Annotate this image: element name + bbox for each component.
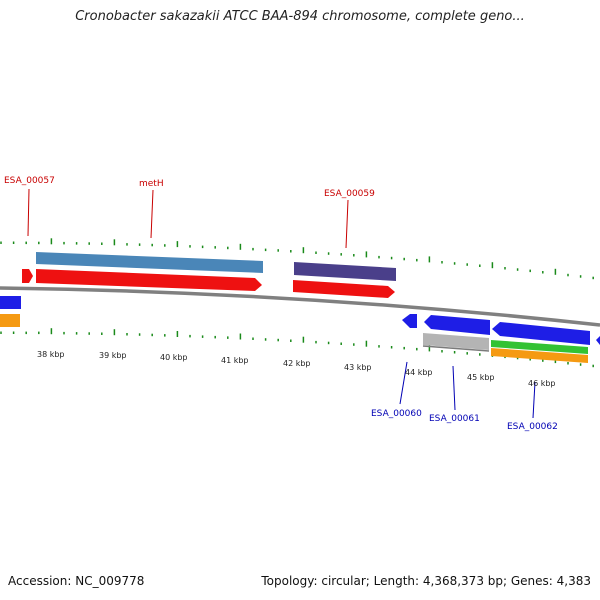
- label-esa-00059: ESA_00059: [324, 189, 375, 199]
- leader-esa-00062: [532, 381, 536, 419]
- chromosome-backbone: [0, 286, 600, 327]
- kbp-label-38: 38 kbp: [37, 350, 65, 359]
- cds-esa-00061-arrow[interactable]: [424, 315, 490, 335]
- topology-text: Topology: circular; Length: 4,368,373 bp…: [261, 574, 591, 588]
- cds-esa-00062-arrow[interactable]: [492, 322, 590, 345]
- leader-esa-00061: [452, 365, 456, 411]
- map-title: Cronobacter sakazakii ATCC BAA-894 chrom…: [75, 9, 525, 24]
- kbp-label-46: 46 kbp: [528, 379, 556, 388]
- cds-blue-left-partial[interactable]: [0, 296, 21, 309]
- label-esa-00062: ESA_00062: [507, 422, 558, 432]
- gene-esa-00059-bar[interactable]: [294, 262, 396, 281]
- gene-esa-00061-bar[interactable]: [423, 333, 489, 350]
- cds-meth-arrow[interactable]: [36, 269, 262, 291]
- kbp-label-42: 42 kbp: [283, 359, 311, 368]
- accession-text: Accession: NC_009778: [8, 574, 145, 588]
- gene-orange-left-partial[interactable]: [0, 314, 20, 327]
- cds-esa-00059-arrow[interactable]: [293, 280, 395, 298]
- kbp-label-41: 41 kbp: [221, 356, 249, 365]
- leader-esa-00060: [399, 361, 408, 405]
- cds-esa-00060-arrow[interactable]: [402, 314, 417, 328]
- gene-esa-00062-green-bar[interactable]: [491, 340, 588, 354]
- leader-esa-00059: [345, 199, 349, 249]
- gene-gray-shadow: [422, 345, 490, 352]
- label-esa-00060: ESA_00060: [371, 409, 422, 419]
- kbp-label-44: 44 kbp: [405, 368, 433, 377]
- gene-esa-00057-arrow[interactable]: [22, 269, 33, 283]
- kbp-label-45: 45 kbp: [467, 373, 495, 382]
- label-meth: metH: [139, 179, 164, 189]
- inner-tick-ring: [0, 328, 594, 368]
- label-esa-00057: ESA_00057: [4, 176, 55, 186]
- leader-esa-00057: [27, 188, 30, 237]
- label-esa-00061: ESA_00061: [429, 414, 480, 424]
- gene-esa-00062-orange-bar[interactable]: [491, 348, 588, 363]
- gene-meth-bar[interactable]: [36, 252, 263, 273]
- kbp-label-39: 39 kbp: [99, 351, 127, 360]
- outer-tick-ring: [0, 238, 594, 280]
- cds-right-partial-arrow[interactable]: [596, 336, 600, 345]
- leader-meth: [150, 189, 154, 239]
- kbp-label-43: 43 kbp: [344, 363, 372, 372]
- kbp-label-40: 40 kbp: [160, 353, 188, 362]
